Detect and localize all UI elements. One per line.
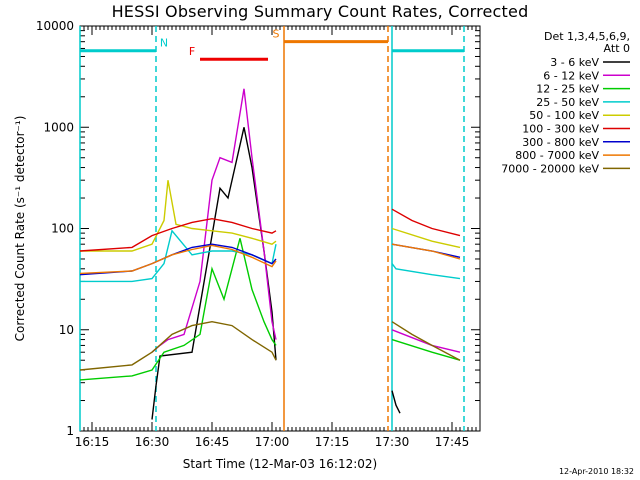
legend-label: 7000 - 20000 keV bbox=[501, 162, 599, 175]
x-tick-label: 17:45 bbox=[435, 435, 470, 449]
y-axis-label: Corrected Count Rate (s⁻¹ detector⁻¹) bbox=[13, 116, 27, 342]
annotation-label-n: N bbox=[160, 37, 168, 50]
series-line-5 bbox=[79, 208, 461, 252]
plot-frame bbox=[79, 25, 481, 432]
y-tick-label: 10000 bbox=[36, 19, 74, 33]
series-line-7 bbox=[79, 243, 461, 275]
series-line-0 bbox=[151, 127, 401, 420]
footer-timestamp: 12-Apr-2010 18:32 bbox=[558, 467, 634, 476]
annotation-label-f: F bbox=[189, 45, 195, 58]
legend-label: 6 - 12 keV bbox=[543, 69, 599, 82]
legend-header-attenuator: Att 0 bbox=[603, 42, 630, 55]
series-line-2 bbox=[79, 238, 461, 381]
legend-label: 25 - 50 keV bbox=[536, 96, 599, 109]
x-tick-label: 16:45 bbox=[195, 435, 230, 449]
annotation-label-s: S bbox=[273, 28, 280, 41]
y-tick-label: 1000 bbox=[43, 120, 74, 134]
y-tick-label: 1 bbox=[66, 424, 74, 438]
legend-label: 100 - 300 keV bbox=[522, 123, 599, 136]
x-tick-label: 17:30 bbox=[375, 435, 410, 449]
x-tick-label: 16:30 bbox=[135, 435, 170, 449]
chart-title: HESSI Observing Summary Count Rates, Cor… bbox=[111, 2, 529, 21]
x-tick-label: 17:15 bbox=[315, 435, 350, 449]
y-tick-label: 100 bbox=[51, 222, 74, 236]
x-tick-label: 17:00 bbox=[255, 435, 290, 449]
legend-header-detectors: Det 1,3,4,5,6,9, bbox=[543, 30, 630, 43]
series-line-4 bbox=[80, 180, 461, 252]
legend-label: 800 - 7000 keV bbox=[515, 149, 599, 162]
series-line-3 bbox=[80, 229, 461, 283]
legend-label: 3 - 6 keV bbox=[550, 56, 599, 69]
legend-label: 50 - 100 keV bbox=[529, 109, 599, 122]
x-axis-label: Start Time (12-Mar-03 16:12:02) bbox=[183, 457, 377, 471]
legend-label: 300 - 800 keV bbox=[522, 136, 599, 149]
x-tick-label: 16:15 bbox=[75, 435, 110, 449]
legend-label: 12 - 25 keV bbox=[536, 83, 599, 96]
y-tick-label: 10 bbox=[59, 323, 74, 337]
series-line-8 bbox=[79, 320, 461, 371]
